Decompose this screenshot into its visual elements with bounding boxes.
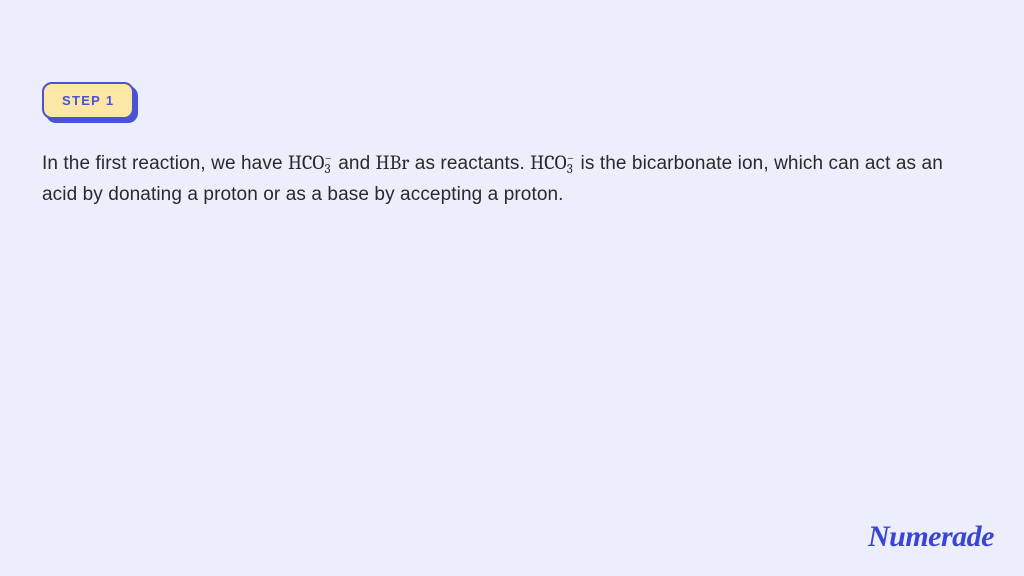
numerade-logo: Numerade xyxy=(868,520,994,554)
content-area: STEP 1 In the first reaction, we have HC… xyxy=(42,82,982,210)
text-segment: and xyxy=(338,153,375,174)
formula-main: HCO xyxy=(530,151,566,174)
formula-hco3: HCO3− xyxy=(288,152,333,174)
formula-main: HCO xyxy=(288,151,324,174)
formula-hco3: HCO3− xyxy=(530,152,575,174)
text-segment: as reactants. xyxy=(415,153,530,174)
step-badge: STEP 1 xyxy=(42,82,134,119)
step-badge-label: STEP 1 xyxy=(42,82,134,119)
formula-hbr: HBr xyxy=(376,152,410,174)
formula-main: HBr xyxy=(376,151,410,174)
formula-sup: − xyxy=(325,151,332,166)
formula-sup: − xyxy=(567,151,574,166)
explanation-text: In the first reaction, we have HCO3− and… xyxy=(42,147,982,210)
text-segment: In the first reaction, we have xyxy=(42,153,288,174)
